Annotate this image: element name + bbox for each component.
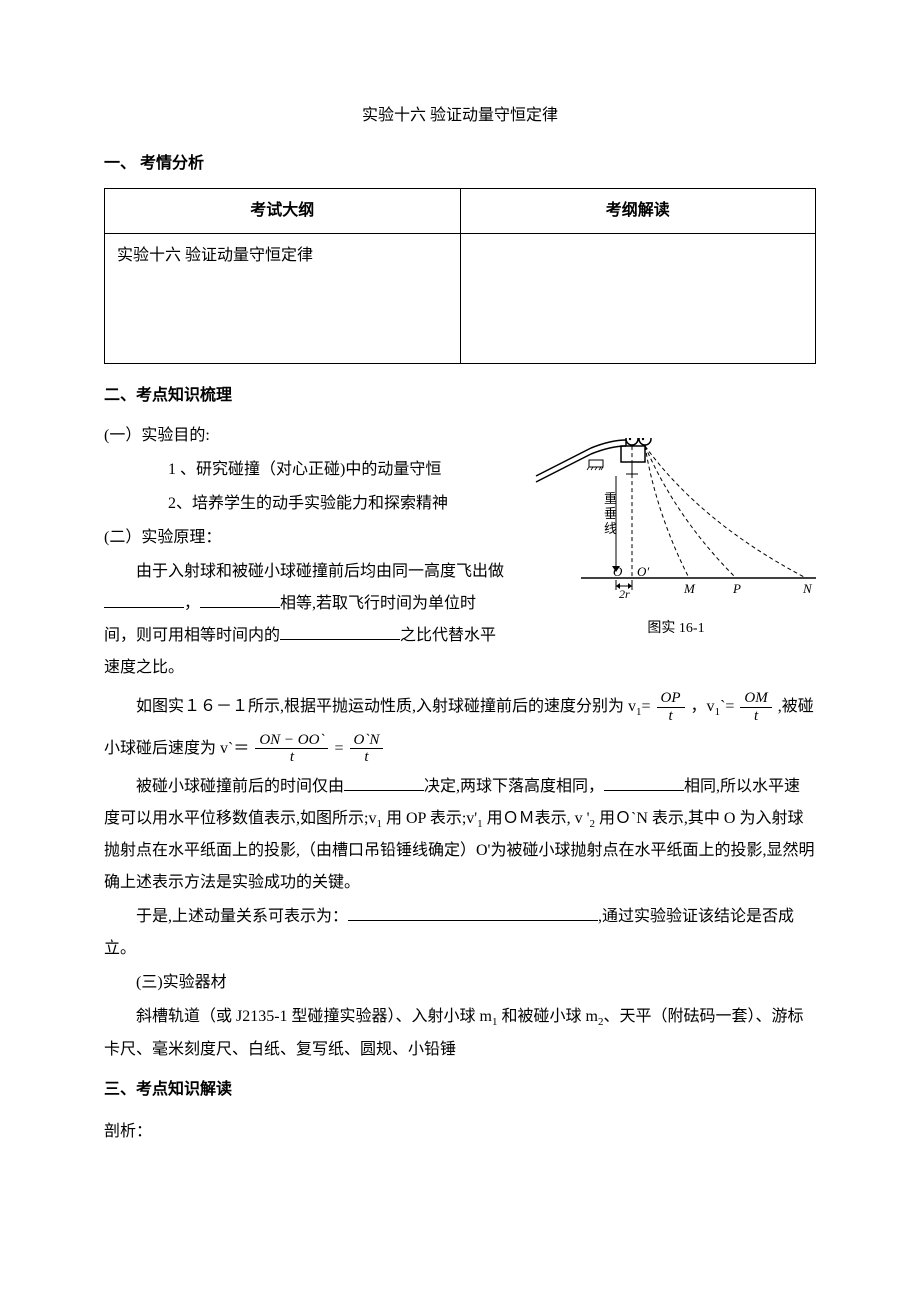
principle-p4a: 于是,上述动量关系可表示为： [136,908,348,925]
fig-label-N: N [802,581,813,596]
equals-sign: = [334,740,343,757]
fraction-OM-t: OMt [740,690,771,724]
apparatus-diagram-icon: 重 垂 线 O O′ M P N 2r [531,438,821,613]
section-heading-analysis: 一、 考情分析 [104,148,816,180]
blank [200,592,280,608]
fraction-ONOO-t: ON − OO`t [255,732,328,766]
fig-label-P: P [732,581,741,596]
fig-label-M: M [683,581,696,596]
section-heading-knowledge: 二、考点知识梳理 [104,380,816,412]
syllabus-col2-header: 考纲解读 [460,189,816,234]
syllabus-table: 考试大纲 考纲解读 实验十六 验证动量守恒定律 [104,188,816,364]
principle-p2d: `= [720,698,734,715]
fig-label-plumb: 重 [604,491,617,506]
frac-den: t [657,708,685,725]
syllabus-row1-col2 [460,234,816,364]
principle-p2c: ，v [691,698,715,715]
blank [104,592,184,608]
principle-p2a: 如图实１６－１所示,根据平抛运动性质,入射球碰撞前后的速度分别为 v [136,698,636,715]
syllabus-col1-header: 考试大纲 [105,189,461,234]
blank [344,775,424,791]
figure-caption: 图实 16-1 [526,619,826,639]
frac-den: t [740,708,771,725]
interpret-sub: 剖析： [104,1116,816,1148]
equipment-a: 斜槽轨道（或 J2135-1 型碰撞实验器）、入射小球 m [136,1008,492,1025]
fig-label-O: O [613,564,623,579]
svg-text:线: 线 [604,521,617,536]
syllabus-row1-col1: 实验十六 验证动量守恒定律 [105,234,461,364]
fraction-ON-t: O`Nt [350,732,384,766]
frac-num: O`N [350,732,384,750]
blank [280,624,400,640]
principle-p3e: 用ＯＭ表示, v ' [483,810,590,827]
principle-p2b: = [642,698,655,715]
equipment-heading: (三)实验器材 [104,967,816,999]
svg-text:垂: 垂 [604,506,617,521]
blank [348,905,598,921]
fraction-OP-t: OPt [657,690,685,724]
fig-label-Oprime: O′ [637,564,649,579]
principle-para2: 如图实１６－１所示,根据平抛运动性质,入射球碰撞前后的速度分别为 v1= OPt… [104,686,816,769]
fig-label-2r: 2r [619,587,630,601]
frac-den: t [350,749,384,766]
page-title: 实验十六 验证动量守恒定律 [104,100,816,132]
principle-p1a: 由于入射球和被碰小球碰撞前后均由同一高度飞出做 [136,563,504,580]
blank [604,775,684,791]
equipment-text: 斜槽轨道（或 J2135-1 型碰撞实验器）、入射小球 m1 和被碰小球 m2、… [104,1001,816,1065]
frac-den: t [255,749,328,766]
principle-p3a: 被碰小球碰撞前后的时间仅由 [136,778,344,795]
frac-num: OP [657,690,685,708]
principle-para3: 被碰小球碰撞前后的时间仅由决定,两球下落高度相同，相同,所以水平速度可以用水平位… [104,771,816,899]
principle-para4: 于是,上述动量关系可表示为：,通过实验验证该结论是否成立。 [104,901,816,965]
frac-num: OM [740,690,771,708]
equipment-b: 和被碰小球 m [498,1008,598,1025]
principle-p3b: 决定,两球下落高度相同， [424,778,604,795]
principle-p3d: 用 OP 表示;v' [382,810,477,827]
section-heading-interpret: 三、考点知识解读 [104,1074,816,1106]
experiment-figure: 重 垂 线 O O′ M P N 2r 图实 16-1 [526,438,826,639]
principle-p1b: ， [184,595,200,612]
frac-num: ON − OO` [255,732,328,750]
